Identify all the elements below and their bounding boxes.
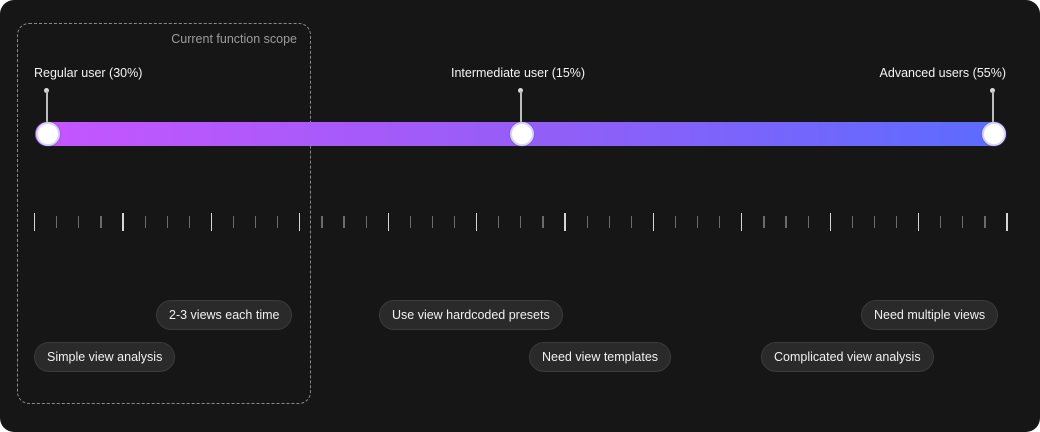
minor-tick	[498, 216, 500, 228]
tag-use-view-hardcoded-presets: Use view hardcoded presets	[379, 300, 563, 330]
minor-tick	[851, 216, 853, 228]
minor-tick	[697, 216, 699, 228]
minor-tick	[78, 216, 80, 228]
minor-tick	[255, 216, 257, 228]
minor-tick	[431, 216, 434, 228]
marker-pin-advanced	[990, 88, 995, 93]
major-tick	[829, 213, 831, 231]
minor-tick	[365, 216, 367, 228]
major-tick	[564, 213, 566, 231]
knob-regular[interactable]	[36, 122, 60, 146]
minor-tick	[719, 216, 721, 228]
minor-tick	[144, 216, 146, 228]
tag-simple-view-analysis: Simple view analysis	[34, 342, 176, 372]
knob-intermediate[interactable]	[510, 122, 534, 146]
minor-tick	[409, 216, 411, 228]
tag-need-multiple-views: Need multiple views	[861, 300, 999, 330]
minor-tick	[453, 216, 456, 228]
tag-complicated-view-analysis: Complicated view analysis	[761, 342, 934, 372]
minor-tick	[232, 216, 235, 228]
minor-tick	[166, 216, 168, 228]
minor-tick	[873, 216, 876, 228]
scale-ticks	[0, 212, 1040, 234]
major-tick	[1006, 213, 1008, 231]
major-tick	[210, 213, 213, 231]
minor-tick	[940, 216, 942, 228]
scope-label: Current function scope	[171, 32, 297, 46]
minor-tick	[542, 216, 544, 228]
minor-tick	[608, 216, 610, 228]
minor-tick	[343, 216, 345, 228]
major-tick	[918, 213, 920, 231]
marker-stem-advanced	[992, 91, 994, 123]
marker-label-regular: Regular user (30%)	[34, 66, 143, 80]
major-tick	[476, 213, 478, 231]
minor-tick	[807, 216, 809, 228]
marker-label-advanced: Advanced users (55%)	[879, 66, 1006, 80]
marker-stem-intermediate	[520, 91, 522, 123]
minor-tick	[895, 216, 898, 228]
marker-label-intermediate: Intermediate user (15%)	[451, 66, 586, 80]
minor-tick	[321, 216, 323, 228]
minor-tick	[520, 216, 522, 228]
major-tick	[299, 213, 301, 231]
minor-tick	[984, 216, 986, 228]
minor-tick	[586, 216, 588, 228]
major-tick	[34, 213, 36, 231]
minor-tick	[763, 216, 765, 228]
current-function-scope-box: Current function scope	[17, 23, 311, 404]
tag-2-3-views-each-time: 2-3 views each time	[156, 300, 293, 330]
major-tick	[741, 213, 743, 231]
minor-tick	[674, 216, 677, 228]
minor-tick	[630, 216, 632, 228]
minor-tick	[56, 216, 58, 228]
minor-tick	[785, 216, 787, 228]
tag-need-view-templates: Need view templates	[529, 342, 672, 372]
minor-tick	[100, 216, 102, 228]
major-tick	[122, 213, 124, 231]
major-tick	[652, 213, 655, 231]
minor-tick	[188, 216, 190, 228]
minor-tick	[277, 216, 279, 228]
marker-pin-intermediate	[518, 88, 523, 93]
marker-stem-regular	[46, 91, 48, 123]
marker-pin-regular	[44, 88, 49, 93]
knob-advanced[interactable]	[982, 122, 1006, 146]
major-tick	[387, 213, 389, 231]
minor-tick	[962, 216, 964, 228]
